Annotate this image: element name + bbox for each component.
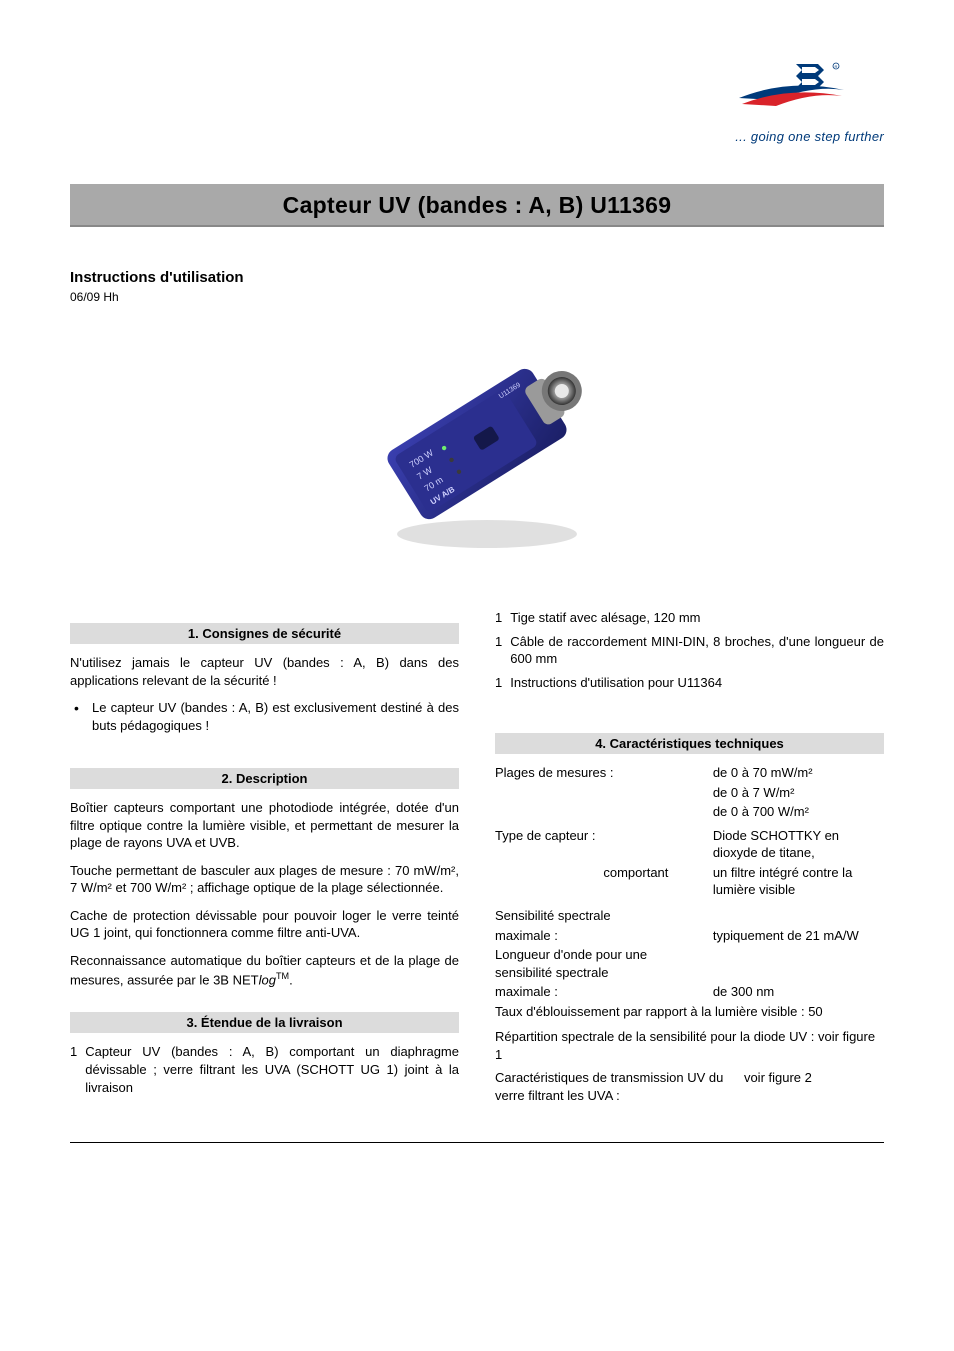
document-title: Capteur UV (bandes : A, B) U11369 <box>70 192 884 219</box>
logo-tagline: ... going one step further <box>70 129 884 144</box>
section-3-header: 3. Étendue de la livraison <box>70 1012 459 1033</box>
tm-mark: TM <box>276 971 289 981</box>
s2-p2: Touche permettant de basculer aux plages… <box>70 862 459 897</box>
s2-p1: Boîtier capteurs comportant une photodio… <box>70 799 459 852</box>
delivery-item: 1 Capteur UV (bandes : A, B) comportant … <box>70 1043 459 1096</box>
section-4-header: 4. Caractéristiques techniques <box>495 733 884 754</box>
s2-p4: Reconnaissance automatique du boîtier ca… <box>70 952 459 988</box>
logo-area: R ... going one step further <box>70 60 884 144</box>
s1-para: N'utilisez jamais le capteur UV (bandes … <box>70 654 459 689</box>
delivery-item: 1 Instructions d'utilisation pour U11364 <box>495 674 884 692</box>
footer-rule <box>70 1142 884 1143</box>
spec-table: Plages de mesures :de 0 à 70 mW/m² de 0 … <box>495 764 884 1104</box>
svg-text:R: R <box>835 64 838 69</box>
spec-tail-1: Répartition spectrale de la sensibilité … <box>495 1028 884 1063</box>
section-2-header: 2. Description <box>70 768 459 789</box>
right-column: 1 Tige statif avec alésage, 120 mm 1 Câb… <box>495 605 884 1106</box>
date-code: 06/09 Hh <box>70 290 884 304</box>
left-column: 1. Consignes de sécurité N'utilisez jama… <box>70 605 459 1106</box>
content-columns: 1. Consignes de sécurité N'utilisez jama… <box>70 605 884 1106</box>
s1-bullet-1: Le capteur UV (bandes : A, B) est exclus… <box>92 699 459 734</box>
delivery-list-right: 1 Tige statif avec alésage, 120 mm 1 Câb… <box>495 609 884 691</box>
s1-bullets: Le capteur UV (bandes : A, B) est exclus… <box>70 699 459 734</box>
title-bar: Capteur UV (bandes : A, B) U11369 <box>70 184 884 227</box>
logo-3b: R <box>734 60 884 122</box>
delivery-item: 1 Câble de raccordement MINI-DIN, 8 broc… <box>495 633 884 668</box>
section-1-header: 1. Consignes de sécurité <box>70 623 459 644</box>
delivery-list-left: 1 Capteur UV (bandes : A, B) comportant … <box>70 1043 459 1096</box>
instructions-heading: Instructions d'utilisation <box>70 269 884 286</box>
delivery-item: 1 Tige statif avec alésage, 120 mm <box>495 609 884 627</box>
product-image: 700 W 7 W 70 m UV A/B U11369 <box>70 334 884 569</box>
s2-p3: Cache de protection dévissable pour pouv… <box>70 907 459 942</box>
